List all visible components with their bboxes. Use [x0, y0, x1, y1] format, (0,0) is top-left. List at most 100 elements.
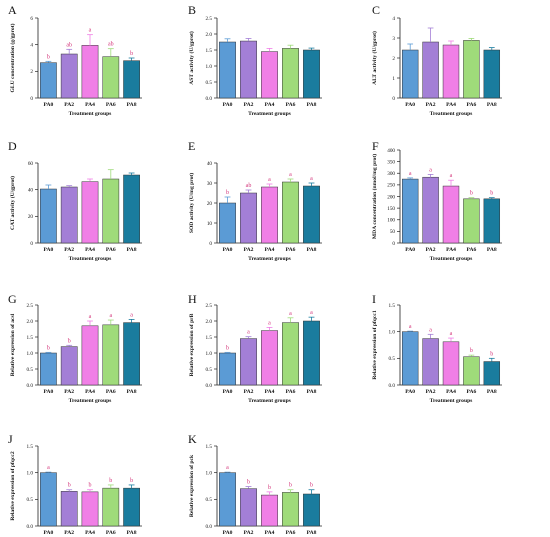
- significance-label: a: [289, 172, 292, 178]
- category-label: PA4: [265, 102, 275, 108]
- bar-pa0: [219, 202, 236, 244]
- significance-label: b: [130, 51, 133, 57]
- bar-pa6: [282, 492, 299, 527]
- bar-pa4: [261, 186, 278, 244]
- bar-pa8: [123, 174, 140, 244]
- significance-label: a: [47, 465, 50, 471]
- y-tick-label: 0.5: [206, 497, 213, 503]
- category-label: PA8: [127, 389, 137, 395]
- y-tick-label: 2.0: [206, 319, 213, 325]
- significance-label: a: [429, 167, 432, 173]
- y-tick-label: 1: [392, 76, 395, 82]
- category-label: PA2: [244, 102, 254, 108]
- bar-pa0: [40, 472, 57, 527]
- bar-pa0: [401, 331, 419, 386]
- y-tick-label: 0: [392, 241, 395, 247]
- bar-pa2: [60, 346, 78, 386]
- category-label: PA2: [426, 389, 436, 395]
- y-axis-title: Relative expression of pfqcc1: [372, 310, 378, 380]
- category-label: PA4: [446, 102, 456, 108]
- significance-label: a: [130, 312, 133, 318]
- significance-label: a: [268, 320, 271, 326]
- y-tick-label: 250: [387, 183, 395, 189]
- bar-pa6: [102, 56, 120, 99]
- bar-pa6: [102, 324, 120, 386]
- y-tick-label: 4: [392, 16, 395, 22]
- significance-label: a: [226, 465, 229, 471]
- category-label: PA4: [446, 247, 456, 253]
- y-tick-label: 2: [392, 56, 395, 62]
- category-label: PA2: [64, 102, 74, 108]
- panel-letter: F: [372, 139, 379, 153]
- y-tick-label: 2: [30, 69, 33, 75]
- category-label: PA8: [307, 102, 317, 108]
- significance-label: b: [226, 345, 229, 351]
- y-tick-label: 300: [387, 171, 395, 177]
- bar-pa6: [282, 181, 299, 244]
- category-label: PA2: [244, 530, 254, 536]
- y-tick-label: 0.0: [27, 383, 34, 389]
- category-label: PA8: [127, 530, 137, 536]
- category-label: PA4: [85, 530, 95, 536]
- significance-label: b: [109, 478, 112, 484]
- y-tick-label: 2.5: [27, 303, 34, 309]
- chart-panel-b: B 0.0 0.5 1.0 1.5 2.0 2.5 PA0 PA2 PA4 PA6 PA8 Treatm…: [188, 3, 322, 117]
- y-tick-label: 1.0: [27, 351, 34, 357]
- y-tick-label: 2.0: [206, 32, 213, 38]
- bar-pa6: [102, 487, 120, 527]
- bar-pa6: [463, 40, 480, 99]
- y-axis-title: Relative expression of acsl: [10, 313, 16, 376]
- y-tick-label: 20: [28, 214, 34, 220]
- category-label: PA0: [223, 389, 233, 395]
- bar-pa4: [442, 341, 460, 386]
- significance-label: b: [289, 483, 292, 489]
- category-label: PA2: [64, 389, 74, 395]
- bar-pa2: [60, 186, 78, 244]
- y-tick-label: 4: [30, 42, 33, 48]
- x-axis-title: Treatment groups: [430, 256, 474, 262]
- panel-letter: E: [188, 139, 195, 153]
- bar-pa4: [442, 185, 460, 244]
- bar-pa2: [240, 40, 257, 99]
- y-tick-label: 0.0: [206, 383, 213, 389]
- y-tick-label: 1.5: [27, 335, 34, 341]
- significance-label: b: [490, 191, 493, 197]
- panel-letter: H: [188, 292, 197, 306]
- significance-label: b: [130, 478, 133, 484]
- bar-pa2: [422, 41, 439, 99]
- bar-pa8: [123, 487, 140, 527]
- y-tick-label: 2.5: [206, 303, 213, 309]
- significance-label: a: [310, 310, 313, 316]
- x-axis-title: Treatment groups: [248, 256, 292, 262]
- category-label: PA8: [127, 102, 137, 108]
- x-axis-title: Treatment groups: [430, 398, 474, 404]
- y-tick-label: 1.5: [27, 444, 34, 450]
- chart-panel-g: G 0.0 0.5 1.0 1.5 2.0 2.5 b PA0 b PA2 a PA4 a PA6 a PA8 T…: [8, 292, 142, 404]
- chart-panel-f: F 0 50 100 150 200 250 300 350 400 a PA0 a PA2 a PA4 b PA…: [371, 139, 502, 262]
- chart-panel-h: H 0.0 0.5 1.0 1.5 2.0 2.5 b PA0 a PA2 a PA4 a PA6 a PA8 T…: [188, 292, 322, 404]
- significance-label: b: [226, 190, 229, 196]
- y-tick-label: 0.5: [206, 80, 213, 86]
- y-tick-label: 2.0: [27, 319, 34, 325]
- category-label: PA0: [405, 247, 415, 253]
- y-tick-label: 40: [28, 187, 34, 193]
- bar-pa4: [442, 44, 460, 99]
- bar-pa6: [463, 198, 480, 244]
- category-label: PA0: [43, 530, 53, 536]
- category-label: PA8: [307, 389, 317, 395]
- significance-label: a: [409, 171, 412, 177]
- bar-pa8: [303, 185, 320, 244]
- bar-pa4: [81, 491, 99, 527]
- bar-pa0: [219, 41, 236, 99]
- significance-label: a: [429, 327, 432, 333]
- category-label: PA4: [265, 530, 275, 536]
- significance-label: a: [247, 330, 250, 336]
- y-tick-label: 2.5: [206, 16, 213, 22]
- y-tick-label: 1.5: [206, 444, 213, 450]
- bar-pa6: [463, 356, 480, 386]
- significance-label: a: [409, 324, 412, 330]
- y-tick-label: 1.0: [206, 351, 213, 357]
- significance-label: b: [47, 345, 50, 351]
- category-label: PA0: [405, 389, 415, 395]
- bar-pa0: [401, 178, 419, 244]
